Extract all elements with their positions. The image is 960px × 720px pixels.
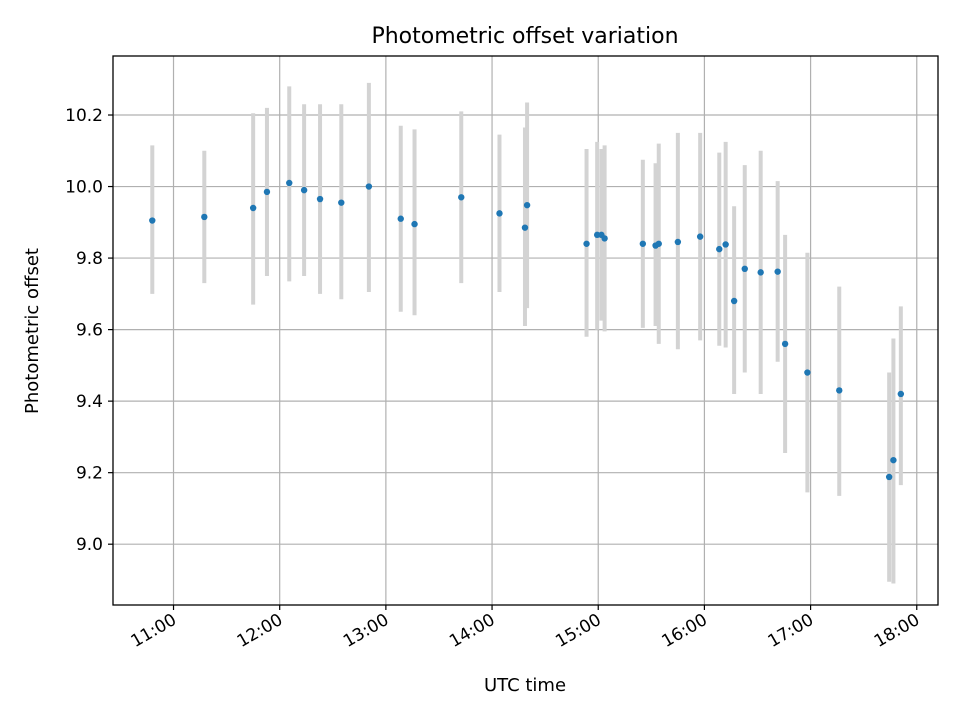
data-point xyxy=(774,268,781,275)
data-point xyxy=(655,240,662,247)
data-point xyxy=(890,456,897,464)
data-point xyxy=(897,390,905,398)
plot-area-frame xyxy=(112,55,939,606)
data-point xyxy=(397,215,404,222)
y-tick-label: 10.0 xyxy=(65,178,103,198)
data-point xyxy=(836,387,843,394)
data-point xyxy=(458,194,465,201)
data-points xyxy=(149,179,905,481)
x-axis-label: UTC time xyxy=(484,675,566,696)
data-point xyxy=(300,186,308,194)
data-point xyxy=(583,240,590,247)
y-tick-label: 9.8 xyxy=(76,249,103,269)
y-tick-label: 9.4 xyxy=(76,392,103,412)
data-point xyxy=(730,297,738,305)
data-point xyxy=(674,238,682,246)
data-point xyxy=(523,201,531,209)
data-point xyxy=(696,233,704,240)
y-axis-label: Photometric offset xyxy=(22,248,43,414)
data-point xyxy=(722,241,729,248)
data-point xyxy=(201,213,208,221)
data-point xyxy=(804,369,811,376)
data-point xyxy=(716,245,723,253)
data-point xyxy=(316,195,324,203)
data-point xyxy=(149,217,156,224)
data-point xyxy=(249,204,257,212)
data-point xyxy=(263,188,271,196)
data-point xyxy=(741,265,748,273)
data-point xyxy=(639,240,647,247)
y-tick-label: 9.2 xyxy=(76,464,103,484)
data-point xyxy=(411,220,418,228)
y-tick-label: 9.6 xyxy=(76,321,103,341)
data-point xyxy=(365,183,373,190)
data-point xyxy=(338,199,345,206)
data-point xyxy=(496,210,503,217)
data-point xyxy=(757,269,764,276)
data-point xyxy=(521,224,529,231)
data-point xyxy=(601,235,608,242)
data-point xyxy=(286,179,293,187)
y-tick-label: 10.2 xyxy=(65,106,103,126)
data-point xyxy=(885,473,893,481)
chart-title: Photometric offset variation xyxy=(371,24,678,49)
data-point xyxy=(781,340,789,348)
y-tick-label: 9.0 xyxy=(76,535,103,555)
y-axis-ticks: 9.0 9.2 9.4 9.6 9.8 10.0 10.2 xyxy=(65,106,113,555)
